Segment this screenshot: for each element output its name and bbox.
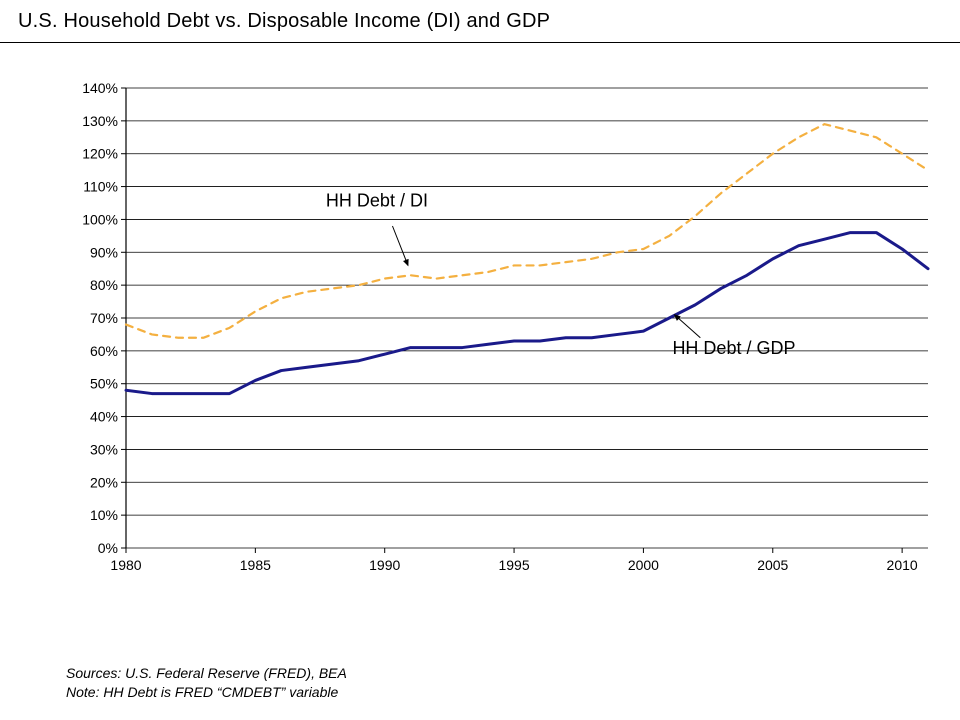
chart-footer: Sources: U.S. Federal Reserve (FRED), BE… [66, 664, 347, 702]
y-tick-label: 30% [90, 441, 118, 457]
y-tick-label: 110% [83, 179, 118, 195]
chart-title: U.S. Household Debt vs. Disposable Incom… [18, 10, 550, 33]
footer-note: Note: HH Debt is FRED “CMDEBT” variable [66, 683, 347, 702]
y-tick-label: 70% [90, 310, 118, 326]
x-tick-label: 1980 [110, 557, 141, 573]
line-chart: 0% 10% 20% 30% 40% 50% 60% 70% 80% 90% 100% 110% 120… [66, 80, 936, 600]
page: U.S. Household Debt vs. Disposable Incom… [0, 0, 960, 720]
x-tick-label: 2010 [887, 557, 918, 573]
chart-container: 0% 10% 20% 30% 40% 50% 60% 70% 80% 90% 100% 110% 120… [66, 80, 936, 600]
y-tick-label: 90% [90, 244, 118, 260]
x-tick-label: 1995 [498, 557, 529, 573]
footer-sources: Sources: U.S. Federal Reserve (FRED), BE… [66, 664, 347, 683]
series-label: HH Debt / DI [326, 190, 428, 210]
y-tick-label: 20% [90, 474, 118, 490]
y-tick-label: 120% [82, 146, 118, 162]
y-tick-label: 130% [82, 113, 118, 129]
y-tick-label: 0% [98, 540, 118, 556]
x-tick-label: 1990 [369, 557, 400, 573]
title-divider [0, 42, 960, 43]
y-tick-label: 100% [82, 211, 118, 227]
y-tick-label: 50% [90, 376, 118, 392]
y-tick-label: 40% [90, 409, 118, 425]
y-tick-label: 140% [82, 80, 118, 96]
x-tick-label: 1985 [240, 557, 271, 573]
y-tick-label: 10% [90, 507, 118, 523]
series-label: HH Debt / GDP [672, 338, 795, 358]
x-tick-label: 2005 [757, 557, 788, 573]
y-tick-label: 60% [90, 343, 118, 359]
x-tick-label: 2000 [628, 557, 659, 573]
y-tick-label: 80% [90, 277, 118, 293]
